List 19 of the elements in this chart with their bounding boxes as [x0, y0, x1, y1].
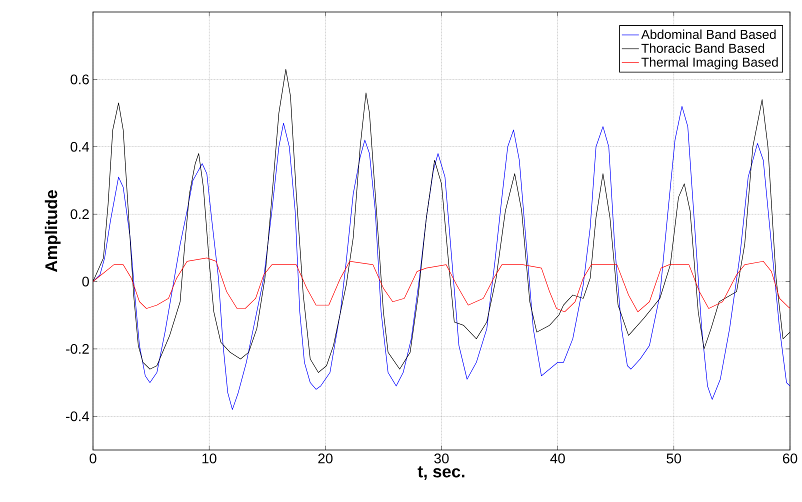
y-tick-label: 0.2: [70, 209, 89, 220]
legend-label: Thermal Imaging Based: [641, 57, 778, 70]
line-series: [93, 258, 790, 312]
y-axis-title: Amplitude: [44, 190, 61, 272]
y-tick-label: 0.6: [70, 74, 89, 84]
y-tick-label: 0: [82, 276, 89, 286]
x-tick-label: 40: [550, 454, 565, 464]
y-tick-label: -0.2: [66, 344, 89, 354]
x-tick-label: 10: [202, 454, 216, 464]
legend-label: Thoracic Band Based: [641, 43, 764, 53]
x-axis-title: t, sec.: [418, 466, 464, 480]
x-tick-label: 60: [782, 454, 798, 464]
x-tick-label: 0: [90, 454, 96, 464]
x-tick-label: 30: [434, 454, 449, 464]
y-tick-label: -0.4: [66, 411, 90, 422]
legend-label: Abdominal Band Based: [641, 30, 776, 40]
x-tick-label: 20: [318, 454, 333, 464]
x-tick-label: 50: [666, 454, 682, 464]
y-tick-label: 0.4: [70, 142, 90, 152]
